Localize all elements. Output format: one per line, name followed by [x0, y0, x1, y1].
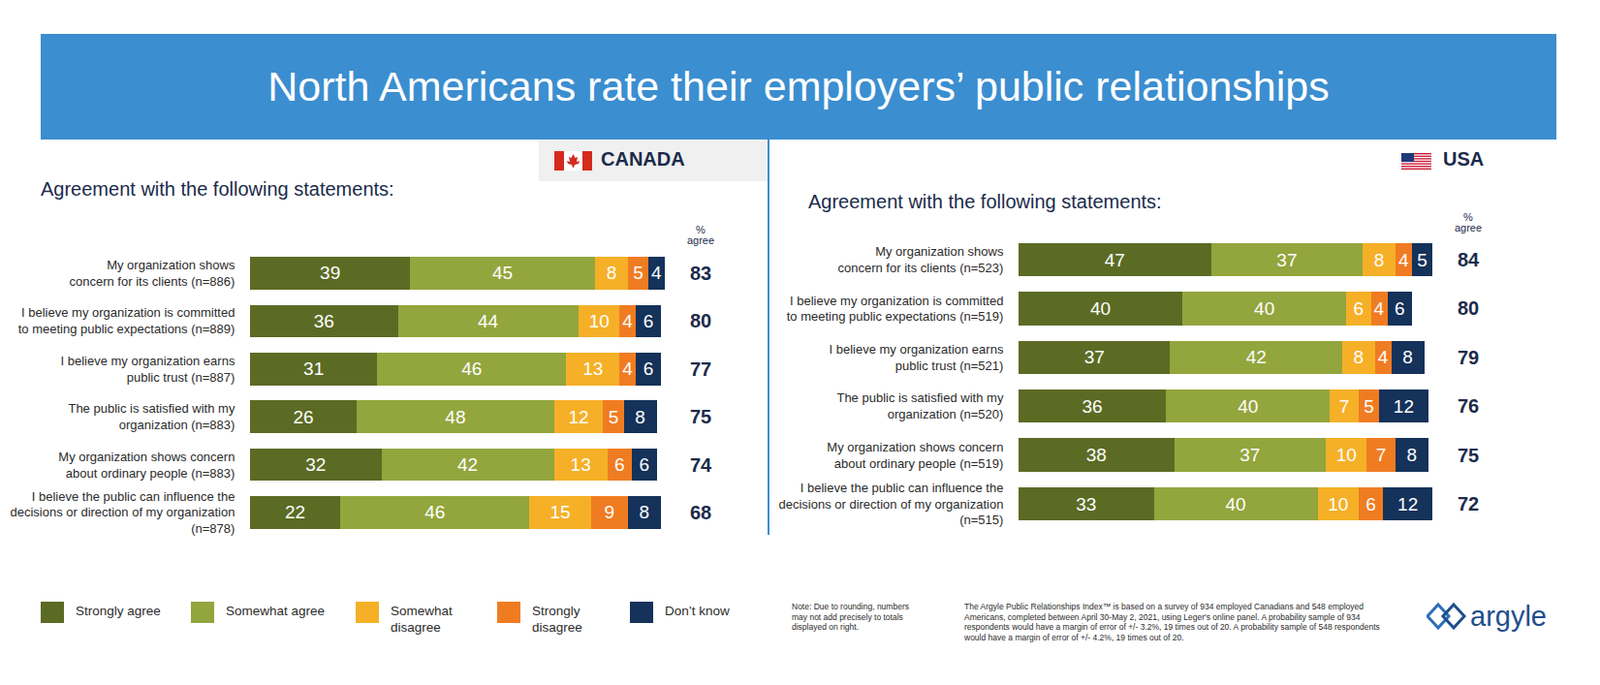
svg-text:4: 4	[1398, 250, 1410, 271]
svg-text:46: 46	[424, 501, 445, 523]
html-text:Note: Due to rounding, numbers: Note: Due to rounding, numbers may not a…	[791, 601, 910, 632]
svg-text:My organization showsconcern f: My organization showsconcern for its cli…	[69, 257, 236, 289]
svg-text:40: 40	[1254, 298, 1275, 319]
svg-text:7: 7	[1376, 444, 1387, 466]
svg-text:My organization shows concerna: My organization shows concernabout ordin…	[826, 439, 1004, 471]
html-text:Somewhat agree: Somewhat agree	[225, 603, 325, 619]
svg-text:5: 5	[1416, 250, 1428, 271]
html-text:% agree: % agree	[687, 223, 715, 247]
html-text:Strongly disagree: Strongly disagree	[532, 603, 583, 635]
html-text:Somewhat disagree: Somewhat disagree	[390, 603, 453, 635]
html-text:Agreement with the following s: Agreement with the following statements:	[808, 190, 1162, 213]
svg-text:9: 9	[604, 501, 616, 523]
svg-text:37: 37	[1239, 444, 1260, 466]
svg-text:8: 8	[1402, 346, 1413, 368]
svg-text:68: 68	[690, 501, 712, 524]
svg-text:8: 8	[1407, 444, 1418, 466]
svg-text:15: 15	[549, 501, 570, 523]
svg-text:76: 76	[1457, 395, 1479, 417]
svg-text:6: 6	[1365, 494, 1377, 515]
svg-text:8: 8	[639, 501, 651, 523]
svg-text:My organization showsconcern f: My organization showsconcern for its cli…	[838, 244, 1004, 276]
svg-text:36: 36	[1082, 396, 1103, 417]
svg-text:33: 33	[1075, 494, 1097, 515]
svg-text:12: 12	[1393, 396, 1414, 417]
svg-text:47: 47	[1104, 250, 1126, 271]
svg-text:The public is satisfied with m: The public is satisfied with myorganizat…	[836, 390, 1004, 422]
svg-text:72: 72	[1457, 493, 1479, 515]
html-text:Strongly agree: Strongly agree	[75, 603, 161, 619]
svg-text:6: 6	[1353, 298, 1365, 319]
svg-text:13: 13	[570, 454, 592, 475]
svg-text:12: 12	[1397, 494, 1418, 515]
svg-text:36: 36	[313, 311, 335, 332]
svg-text:37: 37	[1276, 250, 1297, 271]
svg-text:I believe my organization is c: I believe my organization is committedto…	[18, 305, 236, 337]
svg-text:I believe the public can influ: I believe the public can influence thede…	[778, 480, 1004, 529]
svg-text:5: 5	[608, 407, 620, 428]
svg-text:4: 4	[651, 262, 662, 283]
svg-text:13: 13	[582, 358, 603, 379]
svg-text:6: 6	[1394, 298, 1406, 319]
svg-text:10: 10	[1336, 444, 1357, 466]
html-text:North Americans rate their emp: North Americans rate their employers’ pu…	[267, 62, 1330, 110]
svg-text:4: 4	[622, 311, 633, 332]
svg-text:26: 26	[293, 407, 314, 428]
svg-text:6: 6	[643, 311, 655, 332]
svg-text:12: 12	[567, 407, 589, 428]
svg-text:5: 5	[1363, 396, 1375, 417]
svg-text:4: 4	[1378, 346, 1389, 368]
svg-text:8: 8	[1374, 250, 1385, 271]
html-text:Agreement with the following s: Agreement with the following statements:	[40, 178, 395, 200]
svg-text:32: 32	[305, 454, 326, 475]
svg-text:77: 77	[690, 358, 712, 380]
svg-text:75: 75	[1457, 444, 1479, 467]
svg-text:The public is satisfied with m: The public is satisfied with myorganizat…	[67, 401, 235, 433]
html-text:% agree: % agree	[1454, 211, 1482, 234]
svg-text:40: 40	[1237, 396, 1258, 417]
svg-text:38: 38	[1086, 444, 1107, 466]
svg-text:42: 42	[1246, 346, 1267, 368]
svg-text:I believe the public can influ: I believe the public can influence thede…	[9, 489, 235, 537]
svg-text:10: 10	[1327, 494, 1349, 515]
html-text:Don’t know: Don’t know	[664, 603, 730, 619]
svg-text:8: 8	[634, 407, 646, 428]
svg-text:6: 6	[614, 454, 626, 475]
svg-text:74: 74	[690, 454, 713, 476]
svg-text:7: 7	[1339, 396, 1350, 417]
svg-text:83: 83	[690, 262, 712, 284]
svg-text:8: 8	[1353, 346, 1365, 368]
svg-text:8: 8	[606, 262, 618, 283]
svg-text:6: 6	[643, 358, 655, 379]
svg-text:79: 79	[1457, 346, 1479, 369]
svg-text:4: 4	[622, 358, 633, 379]
svg-text:40: 40	[1090, 298, 1111, 319]
svg-text:22: 22	[284, 501, 306, 523]
svg-text:42: 42	[457, 454, 478, 475]
svg-text:44: 44	[477, 311, 500, 332]
svg-text:48: 48	[444, 407, 466, 428]
svg-text:84: 84	[1457, 249, 1480, 271]
html-text:USA: USA	[1443, 148, 1484, 170]
svg-text:37: 37	[1084, 346, 1105, 368]
svg-text:10: 10	[589, 311, 610, 332]
html-text:argyle: argyle	[1470, 600, 1547, 632]
svg-text:4: 4	[1374, 298, 1385, 319]
svg-text:5: 5	[632, 262, 644, 283]
svg-text:45: 45	[492, 262, 513, 283]
html-text:CANADA: CANADA	[600, 148, 685, 170]
svg-text:39: 39	[319, 262, 341, 283]
svg-text:I believe my organization earn: I believe my organization earnspublic tr…	[60, 353, 235, 385]
svg-text:My organization shows concerna: My organization shows concernabout ordin…	[58, 449, 235, 481]
svg-text:40: 40	[1224, 494, 1246, 515]
svg-text:80: 80	[690, 310, 712, 332]
svg-text:I believe my organization is c: I believe my organization is committedto…	[786, 292, 1004, 324]
svg-text:46: 46	[461, 358, 482, 379]
svg-text:6: 6	[639, 454, 651, 475]
html-text:The Argyle Public Relationship: The Argyle Public Relationships Index™ i…	[964, 601, 1380, 643]
svg-text:I believe my organization earn: I believe my organization earnspublic tr…	[828, 342, 1004, 374]
svg-text:31: 31	[303, 358, 324, 379]
svg-text:75: 75	[690, 406, 712, 428]
svg-text:80: 80	[1457, 297, 1479, 319]
